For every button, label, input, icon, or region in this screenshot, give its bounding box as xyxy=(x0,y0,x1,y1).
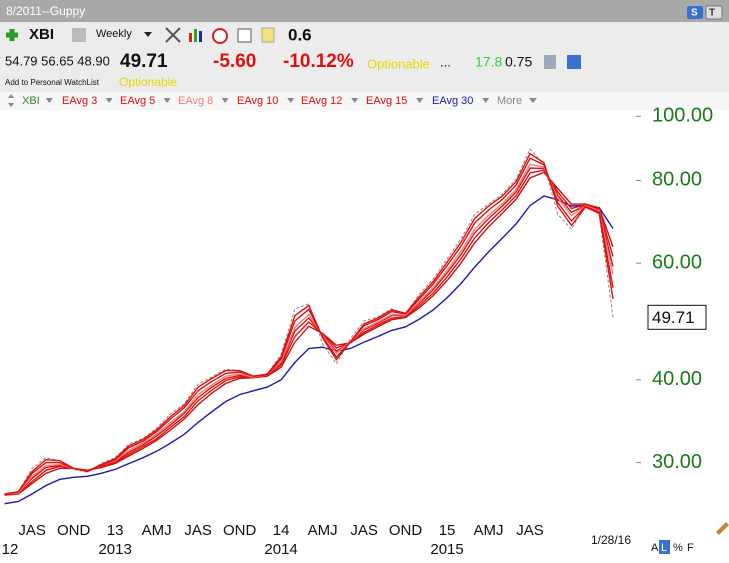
optionable: Optionable xyxy=(367,56,430,71)
last-date: 1/28/16 xyxy=(591,533,631,547)
y-tick-label: 60.00 xyxy=(652,251,702,273)
x-tick-label: JAS xyxy=(184,522,212,539)
ohl: 54.79 56.65 48.90 xyxy=(5,53,110,68)
x-tick-label: OND xyxy=(223,522,257,539)
legend-more[interactable]: More xyxy=(497,95,522,107)
series-line xyxy=(4,171,614,496)
legend-label: XBI xyxy=(22,95,40,107)
legend-label: EAvg 12 xyxy=(301,95,342,107)
legend-label: EAvg 10 xyxy=(237,95,278,107)
x-tick-label: JAS xyxy=(350,522,378,539)
series-line xyxy=(4,169,614,496)
series-line xyxy=(4,148,614,495)
y-tick-label: 100.00 xyxy=(652,105,713,127)
legend-dropdown xyxy=(416,98,424,103)
watchlist-link[interactable]: Add to Personal WatchList xyxy=(5,78,100,87)
x-tick-label: JAS xyxy=(18,522,46,539)
ellipsis[interactable]: ... xyxy=(440,54,451,69)
x-tick-label: JAS xyxy=(516,522,544,539)
legend-label: EAvg 30 xyxy=(432,95,473,107)
legend-dropdown xyxy=(221,98,229,103)
change: -5.60 xyxy=(213,51,256,72)
x-tick-label: OND xyxy=(389,522,423,539)
last-price-box xyxy=(647,304,707,330)
dropdown-arrow[interactable] xyxy=(144,32,152,37)
title-bar xyxy=(0,0,729,22)
legend-dropdown xyxy=(351,98,359,103)
scale-button[interactable]: % xyxy=(673,542,683,554)
chart-icon-bar xyxy=(199,31,202,42)
alarm-icon[interactable] xyxy=(212,28,228,44)
x-tick-label: 15 xyxy=(439,522,456,539)
db-icon[interactable] xyxy=(544,55,556,69)
legend-dropdown xyxy=(482,98,490,103)
grid-icon[interactable] xyxy=(237,28,252,43)
toolbar xyxy=(0,22,729,92)
x-tick-label: AMJ xyxy=(308,522,338,539)
series-line xyxy=(4,152,614,495)
button-t-label[interactable]: T xyxy=(709,8,715,19)
y-tick-label: 40.00 xyxy=(652,368,702,390)
period[interactable]: Weekly xyxy=(96,28,132,40)
setting-value: 0.6 xyxy=(288,25,312,44)
legend-label: EAvg 3 xyxy=(62,95,97,107)
change-pct: -10.12% xyxy=(283,51,354,72)
legend-label: EAvg 15 xyxy=(366,95,407,107)
tools-icon[interactable] xyxy=(165,27,181,43)
series-line xyxy=(4,157,614,495)
button-s-label[interactable]: S xyxy=(691,8,698,19)
series-line xyxy=(4,163,614,495)
legend-dropdown xyxy=(163,98,171,103)
scale-button[interactable]: A xyxy=(651,542,659,554)
add-icon[interactable] xyxy=(6,29,18,41)
series-line xyxy=(4,167,614,496)
scale-button-active xyxy=(659,540,670,554)
x-year-label: 12 xyxy=(2,541,19,558)
plot-area xyxy=(4,148,614,505)
legend-sort[interactable] xyxy=(8,94,14,107)
legend-dropdown xyxy=(105,98,113,103)
metric-b: 0.75 xyxy=(505,54,532,70)
x-tick-label: AMJ xyxy=(142,522,172,539)
chart-icon-bar xyxy=(194,29,197,42)
legend-label: EAvg 8 xyxy=(178,95,213,107)
metric-a: 17.8 xyxy=(475,54,502,70)
x-year-label: 2014 xyxy=(264,541,297,558)
x-year-label: 2013 xyxy=(98,541,131,558)
x-tick-label: 13 xyxy=(107,522,124,539)
legend-bar xyxy=(0,92,729,110)
x-tick-label: AMJ xyxy=(474,522,504,539)
last-price-label: 49.71 xyxy=(652,308,695,327)
save-icon[interactable] xyxy=(567,55,581,69)
scale-button[interactable]: F xyxy=(687,542,694,554)
legend-dropdown xyxy=(45,98,53,103)
last-price: 49.71 xyxy=(120,51,168,72)
dropdown-arrow[interactable] xyxy=(529,98,537,103)
legend-dropdown xyxy=(287,98,295,103)
series-line xyxy=(4,195,614,505)
grip-icon xyxy=(72,28,86,42)
scale-button[interactable]: L xyxy=(661,542,667,554)
pencil-icon[interactable] xyxy=(716,522,729,535)
optionable-note: Optionable xyxy=(119,75,177,89)
window-title: 8/2011--Guppy xyxy=(6,4,85,18)
x-tick-label: OND xyxy=(57,522,91,539)
x-tick-label: 14 xyxy=(273,522,290,539)
y-tick-label: 30.00 xyxy=(652,451,702,473)
chart-icon[interactable] xyxy=(189,33,192,42)
note-icon[interactable] xyxy=(261,27,275,43)
legend-label: EAvg 5 xyxy=(120,95,155,107)
symbol: XBI xyxy=(29,26,54,43)
scale-button-box xyxy=(650,525,659,536)
button-s[interactable] xyxy=(687,6,703,19)
button-t[interactable] xyxy=(705,5,723,20)
y-tick-label: 80.00 xyxy=(652,169,702,191)
x-year-label: 2015 xyxy=(430,541,463,558)
